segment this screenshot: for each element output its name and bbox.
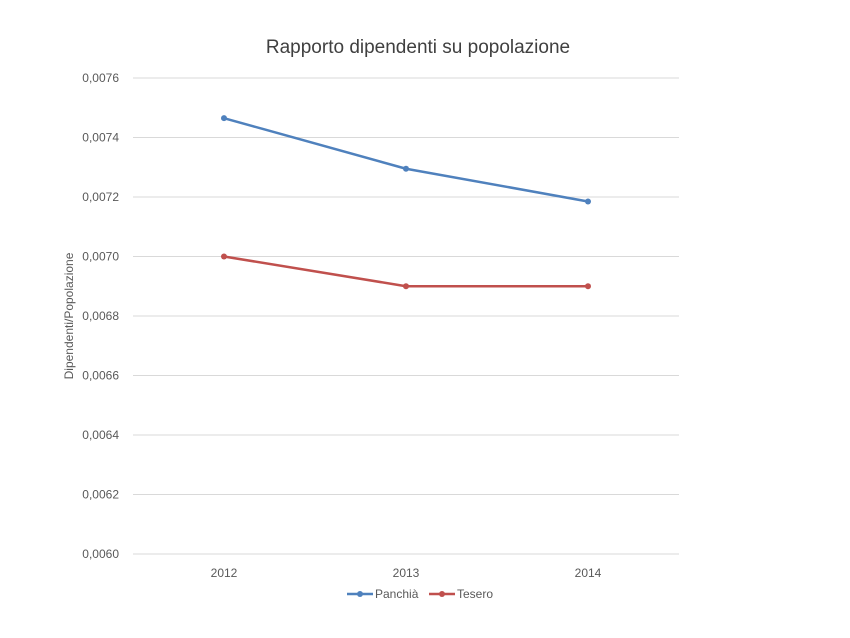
data-point [221, 253, 227, 260]
series-line [223, 116, 589, 203]
y-tick-label: 0,0060 [82, 547, 119, 561]
series-line [223, 255, 588, 288]
series-lines [221, 115, 591, 290]
x-tick-label: 2012 [211, 566, 238, 580]
data-point [403, 165, 409, 172]
legend-label: Tesero [457, 587, 493, 601]
x-tick-labels: 2012 2013 2014 [211, 566, 602, 580]
data-point [585, 198, 591, 205]
data-point [221, 115, 227, 122]
y-tick-label: 0,0070 [82, 250, 119, 264]
y-tick-label: 0,0062 [82, 488, 119, 502]
y-tick-label: 0,0074 [82, 131, 119, 145]
legend-marker [357, 591, 363, 597]
data-point [585, 283, 591, 290]
y-tick-label: 0,0068 [82, 309, 119, 323]
y-tick-label: 0,0072 [82, 190, 119, 204]
legend: Panchià Tesero [347, 587, 493, 601]
data-point [403, 283, 409, 290]
y-tick-label: 0,0066 [82, 369, 119, 383]
gridlines [133, 77, 679, 555]
y-axis-title: Dipendenti/Popolazione [62, 252, 76, 379]
y-tick-labels: 0,0060 0,0062 0,0064 0,0066 0,0068 0,0070 0,00… [82, 71, 119, 561]
x-tick-label: 2014 [575, 566, 602, 580]
legend-marker [439, 591, 445, 597]
legend-label: Panchià [375, 587, 419, 601]
y-tick-label: 0,0076 [82, 71, 119, 85]
x-tick-label: 2013 [393, 566, 420, 580]
chart-title: Rapporto dipendenti su popolazione [266, 37, 570, 58]
y-tick-label: 0,0064 [82, 428, 119, 442]
